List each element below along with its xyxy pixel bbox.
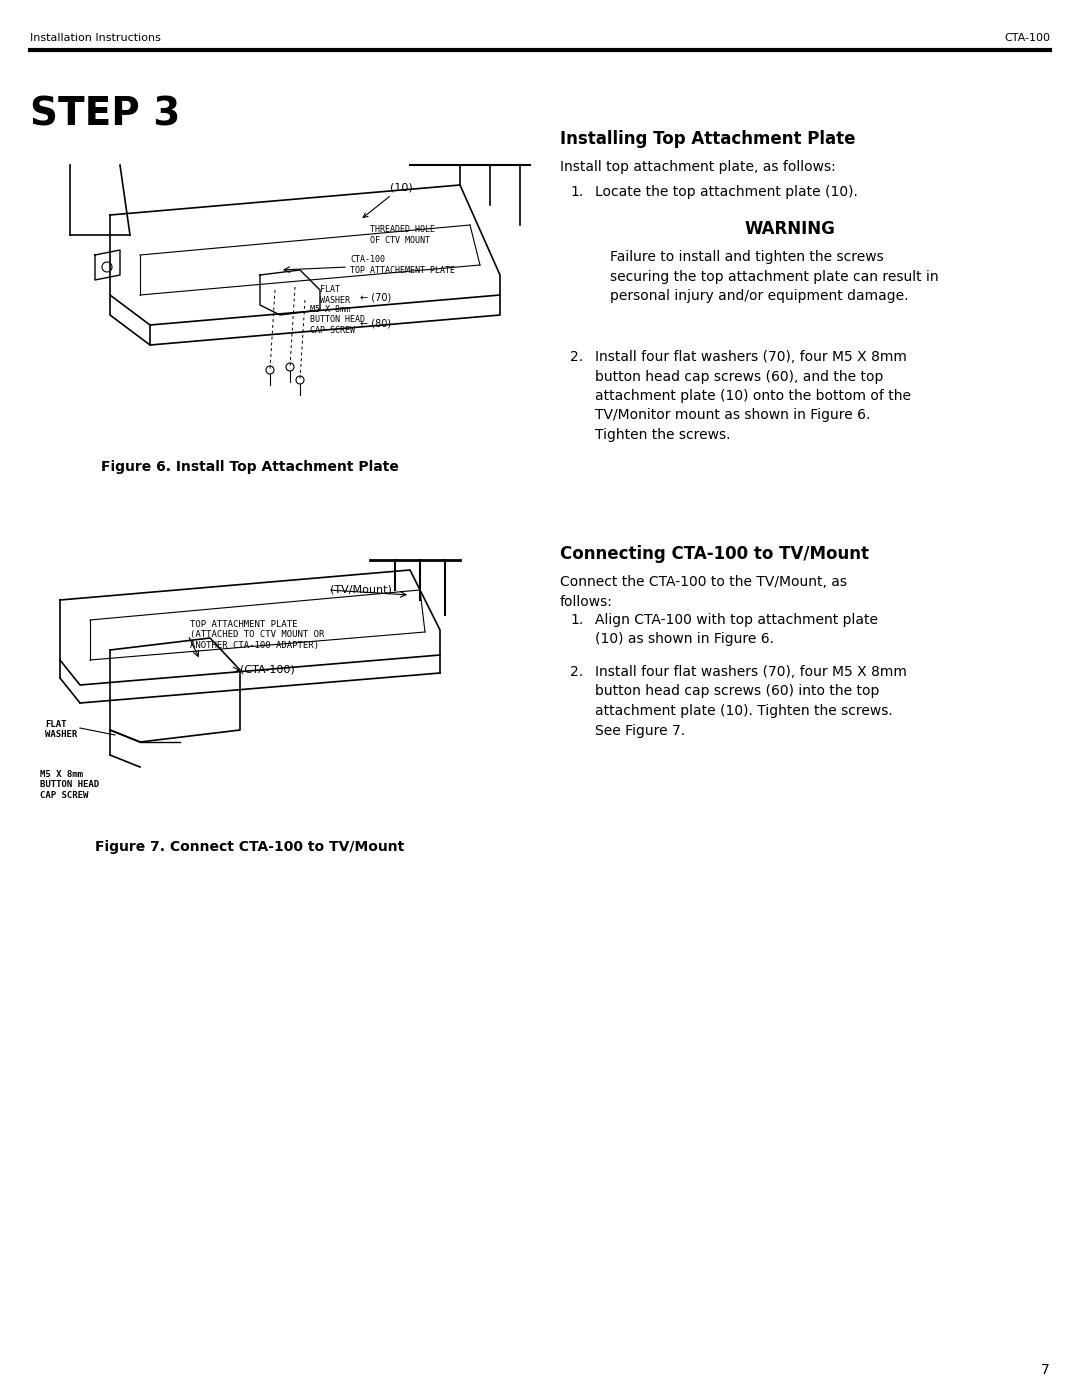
Text: 2.: 2. — [570, 351, 583, 365]
Text: Installation Instructions: Installation Instructions — [30, 34, 161, 43]
Text: THREADED HOLE
OF CTV MOUNT: THREADED HOLE OF CTV MOUNT — [370, 225, 435, 244]
Text: Failure to install and tighten the screws
securing the top attachment plate can : Failure to install and tighten the screw… — [610, 250, 939, 303]
Text: Figure 6. Install Top Attachment Plate: Figure 6. Install Top Attachment Plate — [102, 460, 399, 474]
Text: 1.: 1. — [570, 184, 583, 198]
Text: (CTA-100): (CTA-100) — [240, 665, 295, 675]
Text: WARNING: WARNING — [744, 219, 836, 237]
Text: ← (70): ← (70) — [360, 292, 391, 302]
Text: Align CTA-100 with top attachment plate
(10) as shown in Figure 6.: Align CTA-100 with top attachment plate … — [595, 613, 878, 647]
Text: Figure 7. Connect CTA-100 to TV/Mount: Figure 7. Connect CTA-100 to TV/Mount — [95, 840, 405, 854]
Text: Install four flat washers (70), four M5 X 8mm
button head cap screws (60) into t: Install four flat washers (70), four M5 … — [595, 665, 907, 738]
Text: ← (80): ← (80) — [360, 319, 391, 328]
Text: Install top attachment plate, as follows:: Install top attachment plate, as follows… — [561, 161, 836, 175]
Text: 1.: 1. — [570, 613, 583, 627]
Text: Locate the top attachment plate (10).: Locate the top attachment plate (10). — [595, 184, 858, 198]
Text: (TV/Mount): (TV/Mount) — [330, 585, 392, 595]
Text: (10): (10) — [363, 182, 413, 218]
Text: Installing Top Attachment Plate: Installing Top Attachment Plate — [561, 130, 855, 148]
Text: CTA-100: CTA-100 — [1004, 34, 1050, 43]
Text: Install four flat washers (70), four M5 X 8mm
button head cap screws (60), and t: Install four flat washers (70), four M5 … — [595, 351, 912, 441]
Text: 7: 7 — [1041, 1363, 1050, 1377]
Text: FLAT
WASHER: FLAT WASHER — [45, 719, 78, 739]
Text: Connecting CTA-100 to TV/Mount: Connecting CTA-100 to TV/Mount — [561, 545, 869, 563]
Text: CTA-100
TOP ATTACHEMENT PLATE: CTA-100 TOP ATTACHEMENT PLATE — [350, 256, 455, 275]
Text: 2.: 2. — [570, 665, 583, 679]
Text: STEP 3: STEP 3 — [30, 95, 180, 133]
Text: M5 X 8mm
BUTTON HEAD
CAP SCREW: M5 X 8mm BUTTON HEAD CAP SCREW — [40, 770, 99, 800]
Text: FLAT
WASHER: FLAT WASHER — [320, 285, 350, 305]
Text: Connect the CTA-100 to the TV/Mount, as
follows:: Connect the CTA-100 to the TV/Mount, as … — [561, 576, 847, 609]
Text: TOP ATTACHMENT PLATE
(ATTACHED TO CTV MOUNT OR
ANOTHER CTA-100 ADAPTER): TOP ATTACHMENT PLATE (ATTACHED TO CTV MO… — [190, 620, 324, 650]
Text: M5 X 8mm
BUTTON HEAD
CAP SCREW: M5 X 8mm BUTTON HEAD CAP SCREW — [310, 305, 365, 335]
